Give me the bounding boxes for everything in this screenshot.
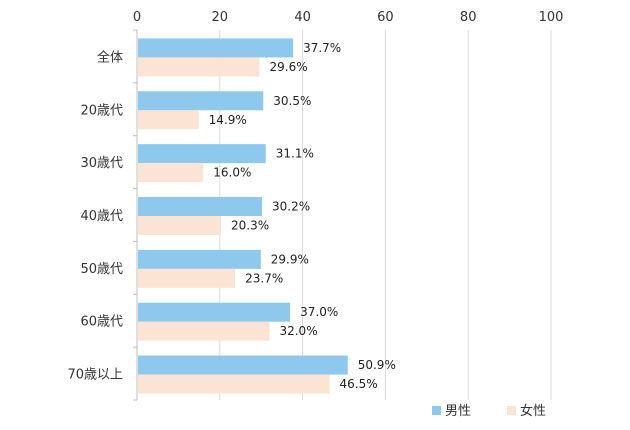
data-label: 29.9% [271,252,309,266]
x-tick-label: 0 [133,10,141,25]
bars [138,38,348,394]
data-label: 29.6% [270,60,308,74]
bar [138,268,236,288]
data-label: 16.0% [213,166,251,180]
category-label: 40歳代 [80,209,123,224]
legend-label: 女性 [520,403,546,419]
category-label: 60歳代 [80,315,123,330]
bar [138,38,294,58]
category-label: 20歳代 [80,103,123,118]
data-label: 31.1% [276,147,314,161]
data-label: 30.5% [273,94,311,108]
data-label: 46.5% [340,377,378,391]
bar [138,321,270,341]
bar [138,110,199,130]
bar [138,57,260,77]
data-label: 14.9% [209,113,247,127]
category-label: 50歳代 [80,262,123,277]
bar [138,197,263,216]
data-label: 23.7% [245,271,283,285]
bar [138,91,264,111]
data-label: 37.0% [300,305,338,319]
bar [138,216,222,235]
data-label: 37.7% [303,41,341,55]
bar [138,144,266,164]
category-label: 全体 [97,49,123,65]
data-label: 50.9% [358,358,396,372]
bar [138,163,204,183]
x-axis-ticks: 0 20 40 60 80 100 [133,10,564,25]
data-label: 32.0% [279,324,317,338]
data-label: 30.2% [272,200,310,214]
category-axis: 全体 20歳代 30歳代 40歳代 50歳代 60歳代 70歳以上 [67,29,138,401]
legend-swatch [432,406,441,415]
x-tick-label: 20 [212,10,229,25]
category-label: 30歳代 [80,156,123,171]
bar [138,302,291,322]
x-tick-label: 100 [539,10,564,25]
x-tick-label: 40 [294,10,311,25]
x-tick-label: 60 [377,10,394,25]
x-tick-label: 80 [460,10,477,25]
data-labels: 37.7% 29.6% 30.5% 14.9% 31.1% 16.0% 30.2%20.3%… [209,41,396,391]
bar [138,249,261,269]
legend: 男性 女性 [432,403,546,419]
category-label: 70歳以上 [67,368,123,383]
bar [138,355,348,375]
legend-label: 男性 [445,404,471,419]
bar [138,374,330,394]
legend-swatch [507,406,516,415]
grid-lines [219,30,552,400]
data-label: 20.3% [231,219,269,233]
